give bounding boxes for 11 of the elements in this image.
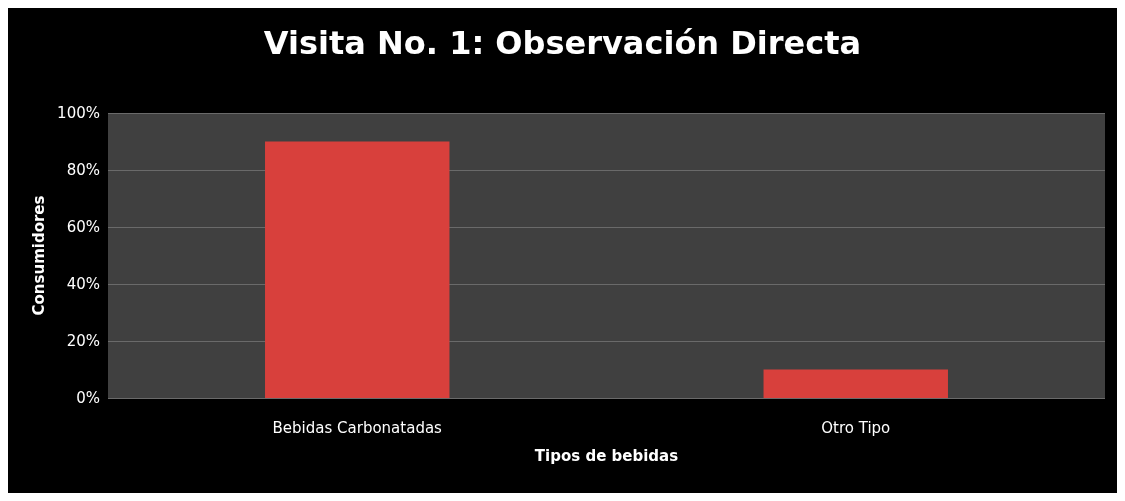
- y-axis-title: Consumidores: [29, 195, 48, 316]
- y-tick-label: 100%: [57, 104, 100, 122]
- x-tick-label: Otro Tipo: [821, 418, 891, 437]
- y-tick-label: 80%: [66, 161, 100, 179]
- x-tick-label: Bebidas Carbonatadas: [272, 418, 443, 437]
- y-tick-label: 20%: [66, 332, 100, 350]
- y-tick-label: 40%: [66, 275, 100, 293]
- y-tick-label: 0%: [76, 389, 100, 407]
- chart-title: Visita No. 1: Observación Directa: [263, 24, 862, 62]
- x-axis-title: Tipos de bebidas: [534, 446, 679, 465]
- y-tick-label: 60%: [66, 218, 100, 236]
